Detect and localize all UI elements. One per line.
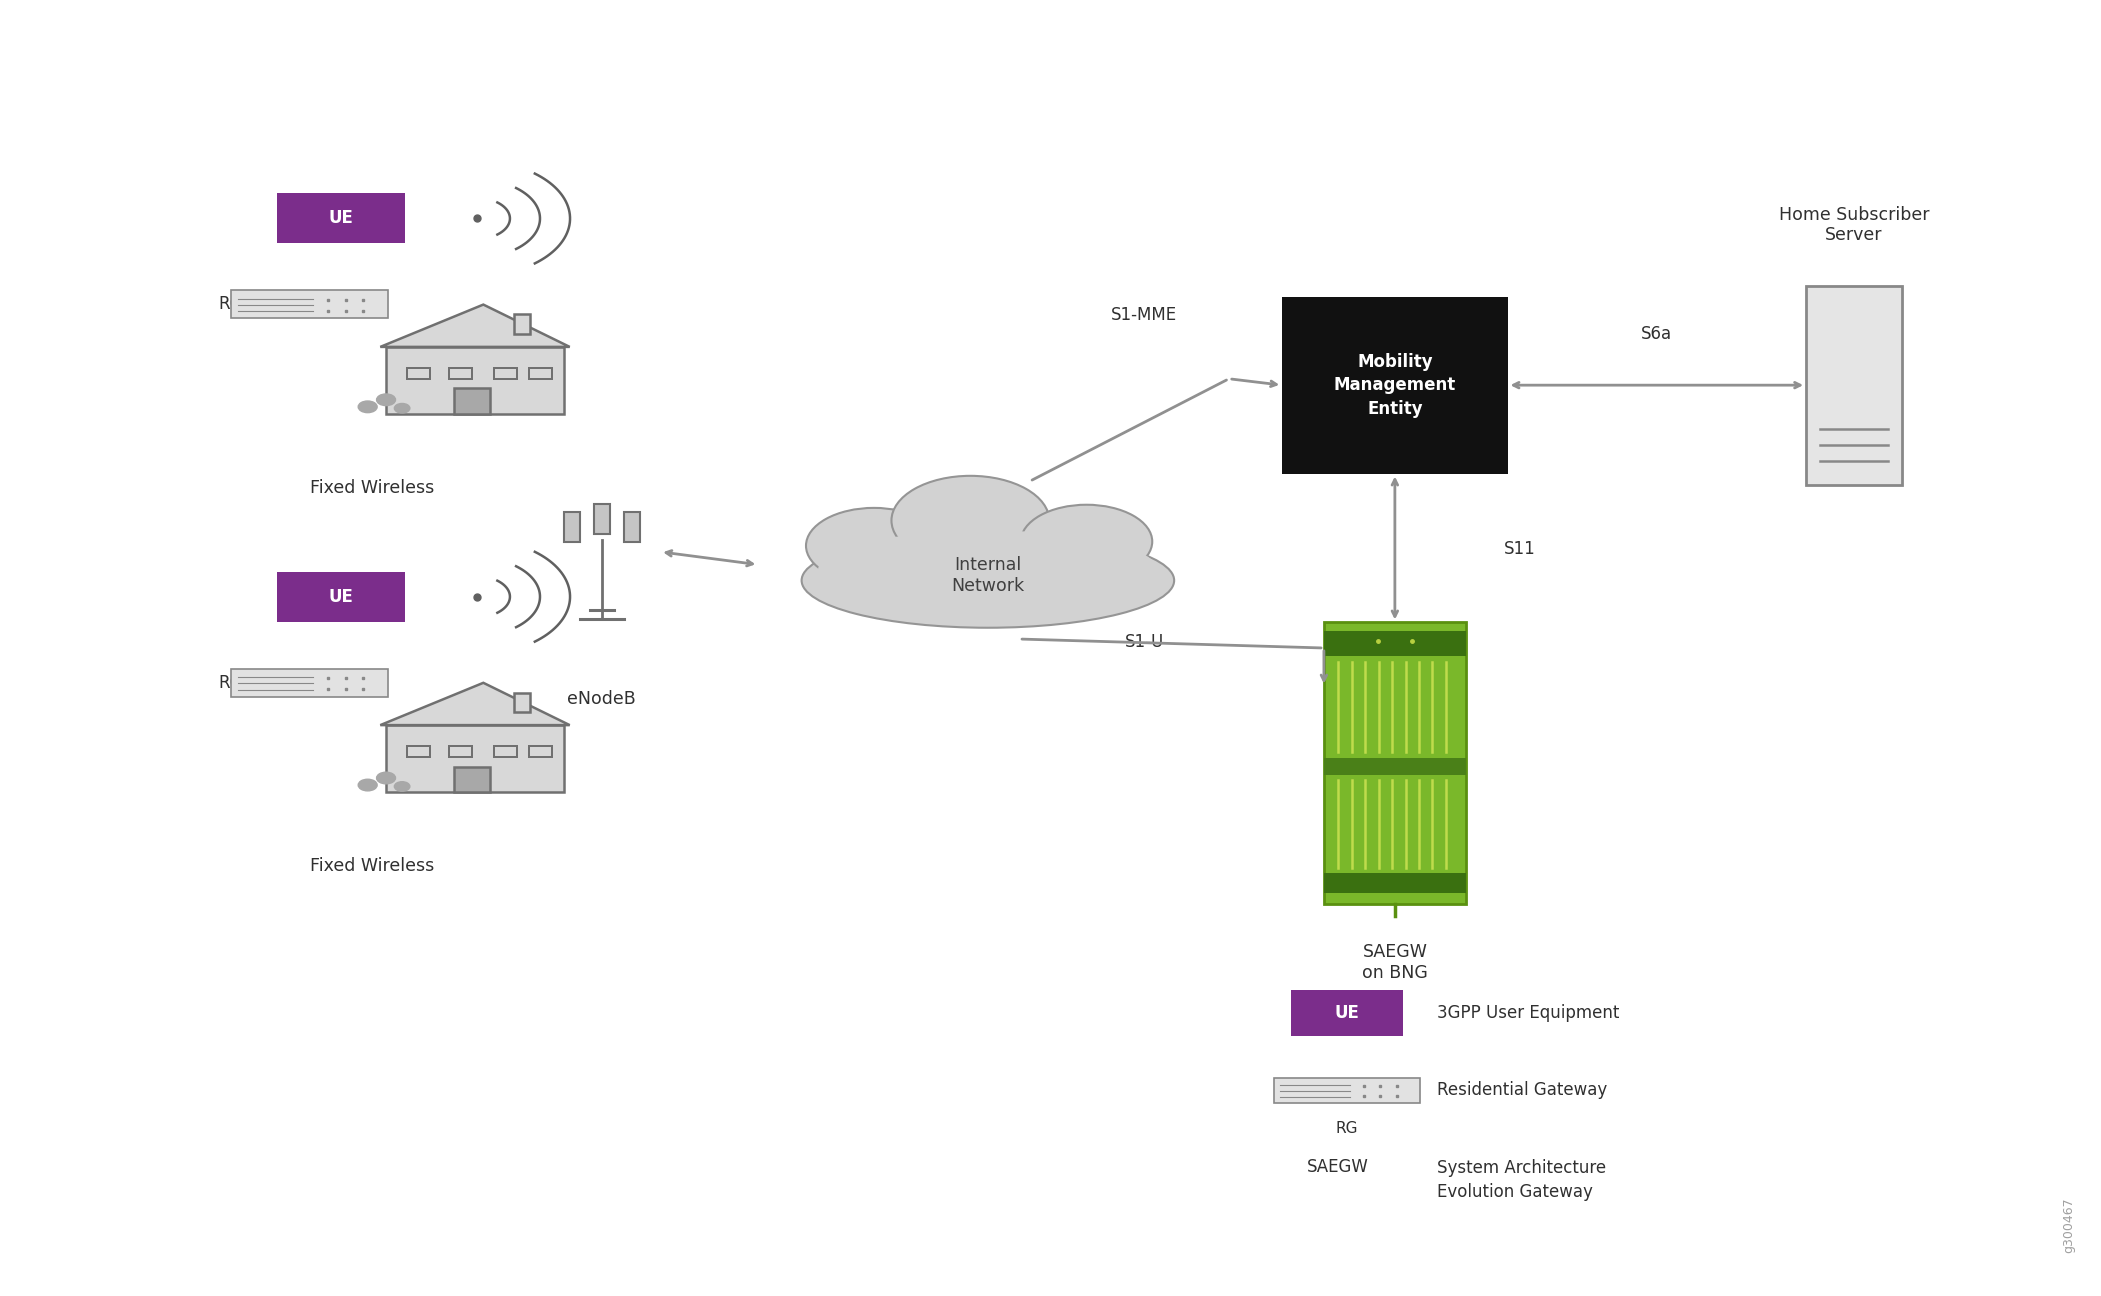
Text: Fixed Wireless: Fixed Wireless: [311, 478, 435, 496]
Polygon shape: [454, 767, 490, 792]
Text: UE: UE: [328, 210, 353, 228]
Text: SAEGW: SAEGW: [1307, 1159, 1370, 1177]
Text: Fixed Wireless: Fixed Wireless: [311, 857, 435, 875]
Circle shape: [376, 394, 395, 406]
Polygon shape: [380, 305, 569, 347]
Circle shape: [395, 781, 410, 792]
FancyBboxPatch shape: [1290, 990, 1403, 1037]
Text: System Architecture
Evolution Gateway: System Architecture Evolution Gateway: [1437, 1160, 1605, 1201]
Text: Mobility
Management
Entity: Mobility Management Entity: [1334, 353, 1456, 417]
FancyBboxPatch shape: [1324, 631, 1466, 656]
FancyBboxPatch shape: [1273, 1077, 1420, 1103]
Ellipse shape: [1021, 504, 1151, 578]
Text: S11: S11: [1504, 539, 1536, 557]
Text: UE: UE: [1334, 1004, 1359, 1023]
Text: Internal
Network: Internal Network: [952, 556, 1025, 595]
Ellipse shape: [817, 530, 1158, 609]
Text: eNodeB: eNodeB: [567, 691, 637, 709]
Text: g300467: g300467: [2063, 1198, 2076, 1253]
FancyBboxPatch shape: [231, 290, 389, 319]
Text: SAEGW
on BNG: SAEGW on BNG: [1361, 942, 1429, 981]
Text: RG: RG: [1336, 1121, 1357, 1137]
FancyBboxPatch shape: [1324, 874, 1466, 893]
Ellipse shape: [807, 508, 941, 583]
Text: S6a: S6a: [1641, 325, 1672, 343]
FancyBboxPatch shape: [277, 193, 405, 244]
Polygon shape: [387, 726, 563, 792]
Circle shape: [357, 400, 378, 412]
Text: Residential Gateway: Residential Gateway: [1437, 1081, 1607, 1099]
Polygon shape: [387, 347, 563, 413]
Text: S1-MME: S1-MME: [1111, 306, 1177, 324]
Polygon shape: [454, 389, 490, 413]
FancyBboxPatch shape: [277, 572, 405, 622]
FancyBboxPatch shape: [231, 669, 389, 697]
Text: S1-U: S1-U: [1124, 632, 1164, 651]
Text: Home Subscriber
Server: Home Subscriber Server: [1780, 206, 1929, 245]
FancyBboxPatch shape: [1807, 286, 1901, 485]
Text: 3GPP User Equipment: 3GPP User Equipment: [1437, 1004, 1620, 1023]
Polygon shape: [380, 683, 569, 726]
Text: RG: RG: [219, 674, 242, 692]
FancyBboxPatch shape: [595, 504, 609, 534]
FancyBboxPatch shape: [563, 512, 580, 542]
FancyBboxPatch shape: [1324, 758, 1466, 775]
Polygon shape: [515, 315, 529, 334]
Ellipse shape: [803, 533, 1174, 627]
FancyBboxPatch shape: [624, 512, 641, 542]
Circle shape: [395, 403, 410, 413]
Ellipse shape: [891, 476, 1048, 565]
Circle shape: [357, 779, 378, 791]
Text: UE: UE: [328, 587, 353, 605]
FancyBboxPatch shape: [1324, 622, 1466, 905]
Circle shape: [376, 772, 395, 784]
Polygon shape: [515, 692, 529, 713]
Text: RG: RG: [219, 295, 242, 314]
FancyBboxPatch shape: [1282, 297, 1509, 473]
